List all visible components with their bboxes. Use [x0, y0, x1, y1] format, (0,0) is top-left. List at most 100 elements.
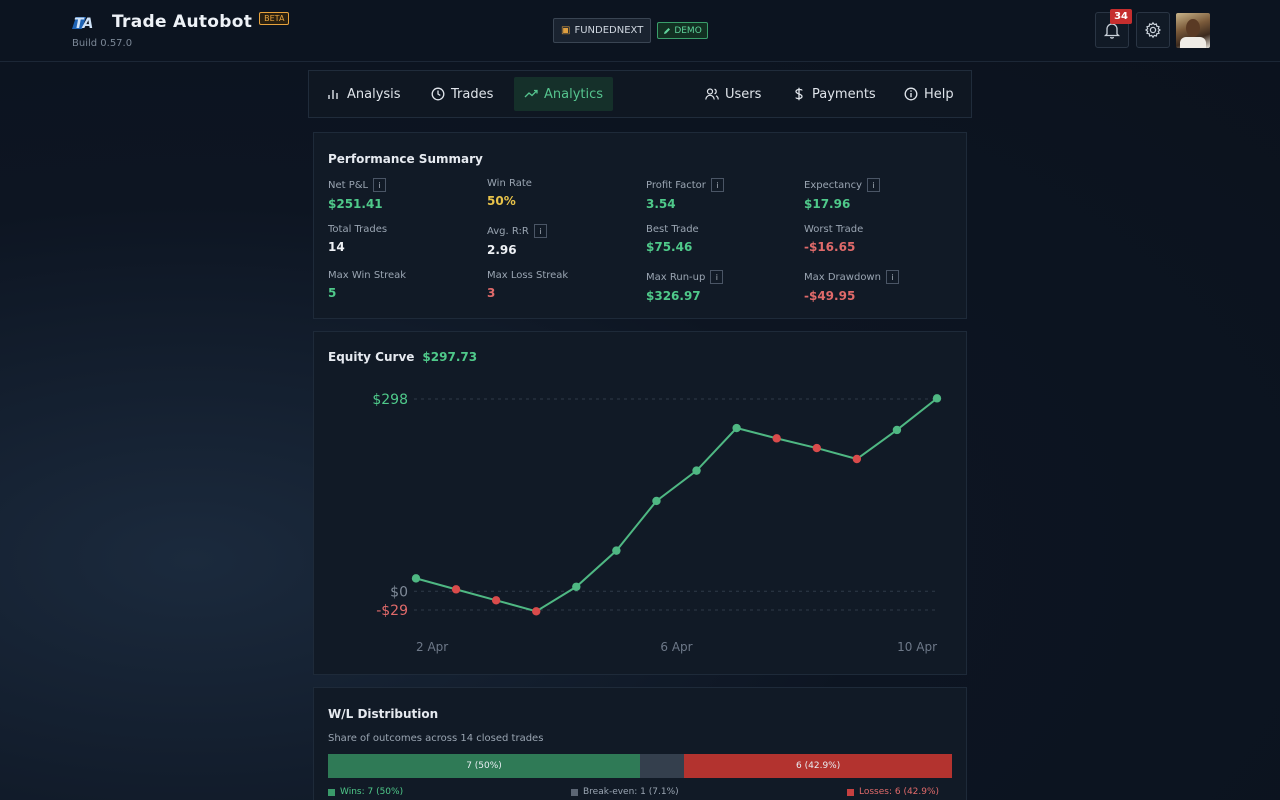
stat-label-text: Max Drawdown — [804, 271, 881, 283]
equity-header: Equity Curve $297.73 — [328, 350, 477, 364]
y-tick-label: $0 — [390, 584, 408, 600]
stat-max-win-streak: Max Win Streak 5 — [328, 270, 406, 300]
stat-value: $17.96 — [804, 197, 851, 211]
wl-distribution-card: W/L Distribution Share of outcomes acros… — [313, 687, 967, 800]
equity-point-win — [411, 574, 421, 583]
pencil-icon — [664, 27, 671, 34]
notifications-button[interactable]: 34 — [1095, 9, 1132, 48]
equity-point-loss — [812, 443, 821, 453]
clock-icon — [431, 87, 445, 101]
nav-analytics[interactable]: Analytics — [514, 77, 614, 111]
info-tooltip-icon[interactable]: i — [710, 178, 724, 192]
nav-label: Analytics — [544, 86, 604, 102]
stat-label: Worst Trade — [804, 224, 863, 235]
stat-value: 14 — [328, 240, 345, 254]
stat-best-trade: Best Trade $75.46 — [646, 224, 699, 254]
equity-point-loss — [852, 454, 862, 464]
equity-current-value: $297.73 — [422, 350, 478, 364]
logo-icon: TA — [72, 16, 93, 31]
stat-label-text: Max Win Streak — [328, 270, 407, 281]
y-tick-label: $298 — [372, 392, 408, 408]
info-tooltip-icon[interactable]: i — [867, 178, 881, 192]
stat-value: 2.96 — [487, 243, 517, 257]
equity-line — [415, 397, 938, 613]
bell-icon — [1103, 23, 1121, 39]
stat-value: -$49.95 — [804, 289, 856, 303]
stat-label-text: Worst Trade — [804, 224, 864, 235]
stat-label: Max Loss Streak — [487, 270, 568, 281]
stat-value: 50% — [487, 194, 516, 208]
stat-label-text: Avg. R:R — [487, 225, 529, 237]
stat-label-text: Best Trade — [646, 224, 699, 235]
nav-label: Payments — [812, 86, 876, 102]
stat-label-text: Max Loss Streak — [487, 270, 569, 281]
firm-selector[interactable]: ▣ FUNDEDNEXT — [553, 18, 652, 43]
stat-label-text: Expectancy — [804, 179, 863, 191]
stat-value: $326.97 — [646, 289, 701, 303]
equity-curve-card: Equity Curve $297.73 $298 $0 -$29 2 Apr 6 Ap… — [313, 331, 967, 675]
legend-losses-label: Losses: 6 (42.9%) — [859, 787, 940, 797]
stat-label-text: Total Trades — [328, 224, 388, 235]
info-tooltip-icon[interactable]: i — [885, 270, 899, 284]
nav-analysis[interactable]: Analysis — [317, 77, 411, 111]
dollar-icon — [795, 87, 803, 101]
stat-profit-factor: Profit Factor i 3.54 — [646, 178, 724, 211]
equity-chart: $298 $0 -$29 2 Apr 6 Apr 10 Apr — [372, 392, 942, 654]
notification-count: 34 — [1110, 9, 1132, 24]
stat-value: 5 — [328, 286, 337, 300]
top-header: TA Trade Autobot BETA Build 0.57.0 ▣ FUN… — [0, 0, 1280, 62]
brand[interactable]: TA Trade Autobot BETA — [72, 12, 290, 32]
y-tick-label: -$29 — [376, 603, 408, 619]
equity-point-loss — [491, 596, 501, 605]
account-badges: ▣ FUNDEDNEXT DEMO — [553, 18, 708, 43]
equity-point-win — [572, 582, 581, 591]
main-nav: Analysis Trades Analytics Users Payments… — [308, 70, 972, 118]
stat-label: Max Run-up i — [646, 270, 724, 284]
nav-users[interactable]: Users — [695, 77, 771, 111]
info-tooltip-icon[interactable]: i — [373, 178, 387, 192]
equity-point-loss — [451, 585, 461, 594]
equity-point-win — [892, 425, 902, 435]
stat-value: $75.46 — [646, 240, 693, 254]
stat-worst-trade: Worst Trade -$16.65 — [804, 224, 863, 254]
info-tooltip-icon[interactable]: i — [710, 270, 724, 284]
stat-label-text: Max Run-up — [646, 271, 706, 283]
app-title: Trade Autobot — [112, 12, 253, 32]
wl-bar: 7 (50%) 6 (42.9%) — [328, 754, 952, 778]
trending-up-icon — [524, 89, 538, 98]
nav-label: Analysis — [347, 86, 401, 102]
wl-segment-breakeven — [640, 754, 685, 778]
demo-badge[interactable]: DEMO — [657, 22, 708, 39]
stat-net-p-l: Net P&L i $251.41 — [328, 178, 387, 211]
equity-point-win — [732, 423, 741, 433]
gear-icon — [1144, 21, 1162, 39]
equity-point-win — [932, 394, 942, 403]
wl-subtitle: Share of outcomes across 14 closed trade… — [328, 733, 544, 744]
stat-label: Expectancy i — [804, 178, 881, 192]
legend-wins-label: Wins: 7 (50%) — [340, 787, 404, 797]
firm-name: FUNDEDNEXT — [574, 25, 644, 36]
stat-label: Profit Factor i — [646, 178, 724, 192]
wl-segment-wins: 7 (50%) — [328, 754, 640, 778]
user-avatar[interactable] — [1176, 13, 1210, 48]
stat-avg-r-r: Avg. R:R i 2.96 — [487, 224, 547, 257]
stat-expectancy: Expectancy i $17.96 — [804, 178, 881, 211]
info-tooltip-icon[interactable]: i — [533, 224, 547, 238]
settings-button[interactable] — [1136, 12, 1170, 48]
nav-help[interactable]: Help — [894, 77, 964, 111]
breakeven-swatch — [571, 788, 578, 796]
firm-logo-icon: ▣ — [561, 25, 571, 36]
nav-trades[interactable]: Trades — [421, 77, 503, 111]
equity-point-win — [652, 496, 661, 506]
nav-payments[interactable]: Payments — [782, 77, 886, 111]
stat-label: Best Trade — [646, 224, 699, 235]
x-tick-label: 2 Apr — [416, 640, 448, 654]
equity-point-win — [612, 546, 621, 555]
avatar-shirt — [1180, 37, 1206, 48]
stat-max-drawdown: Max Drawdown i -$49.95 — [804, 270, 899, 303]
legend-wins: Wins: 7 (50%) — [328, 787, 403, 797]
nav-label: Users — [725, 86, 762, 102]
users-icon — [705, 88, 719, 100]
stat-label-text: Profit Factor — [646, 179, 706, 191]
stat-value: -$16.65 — [804, 240, 856, 254]
